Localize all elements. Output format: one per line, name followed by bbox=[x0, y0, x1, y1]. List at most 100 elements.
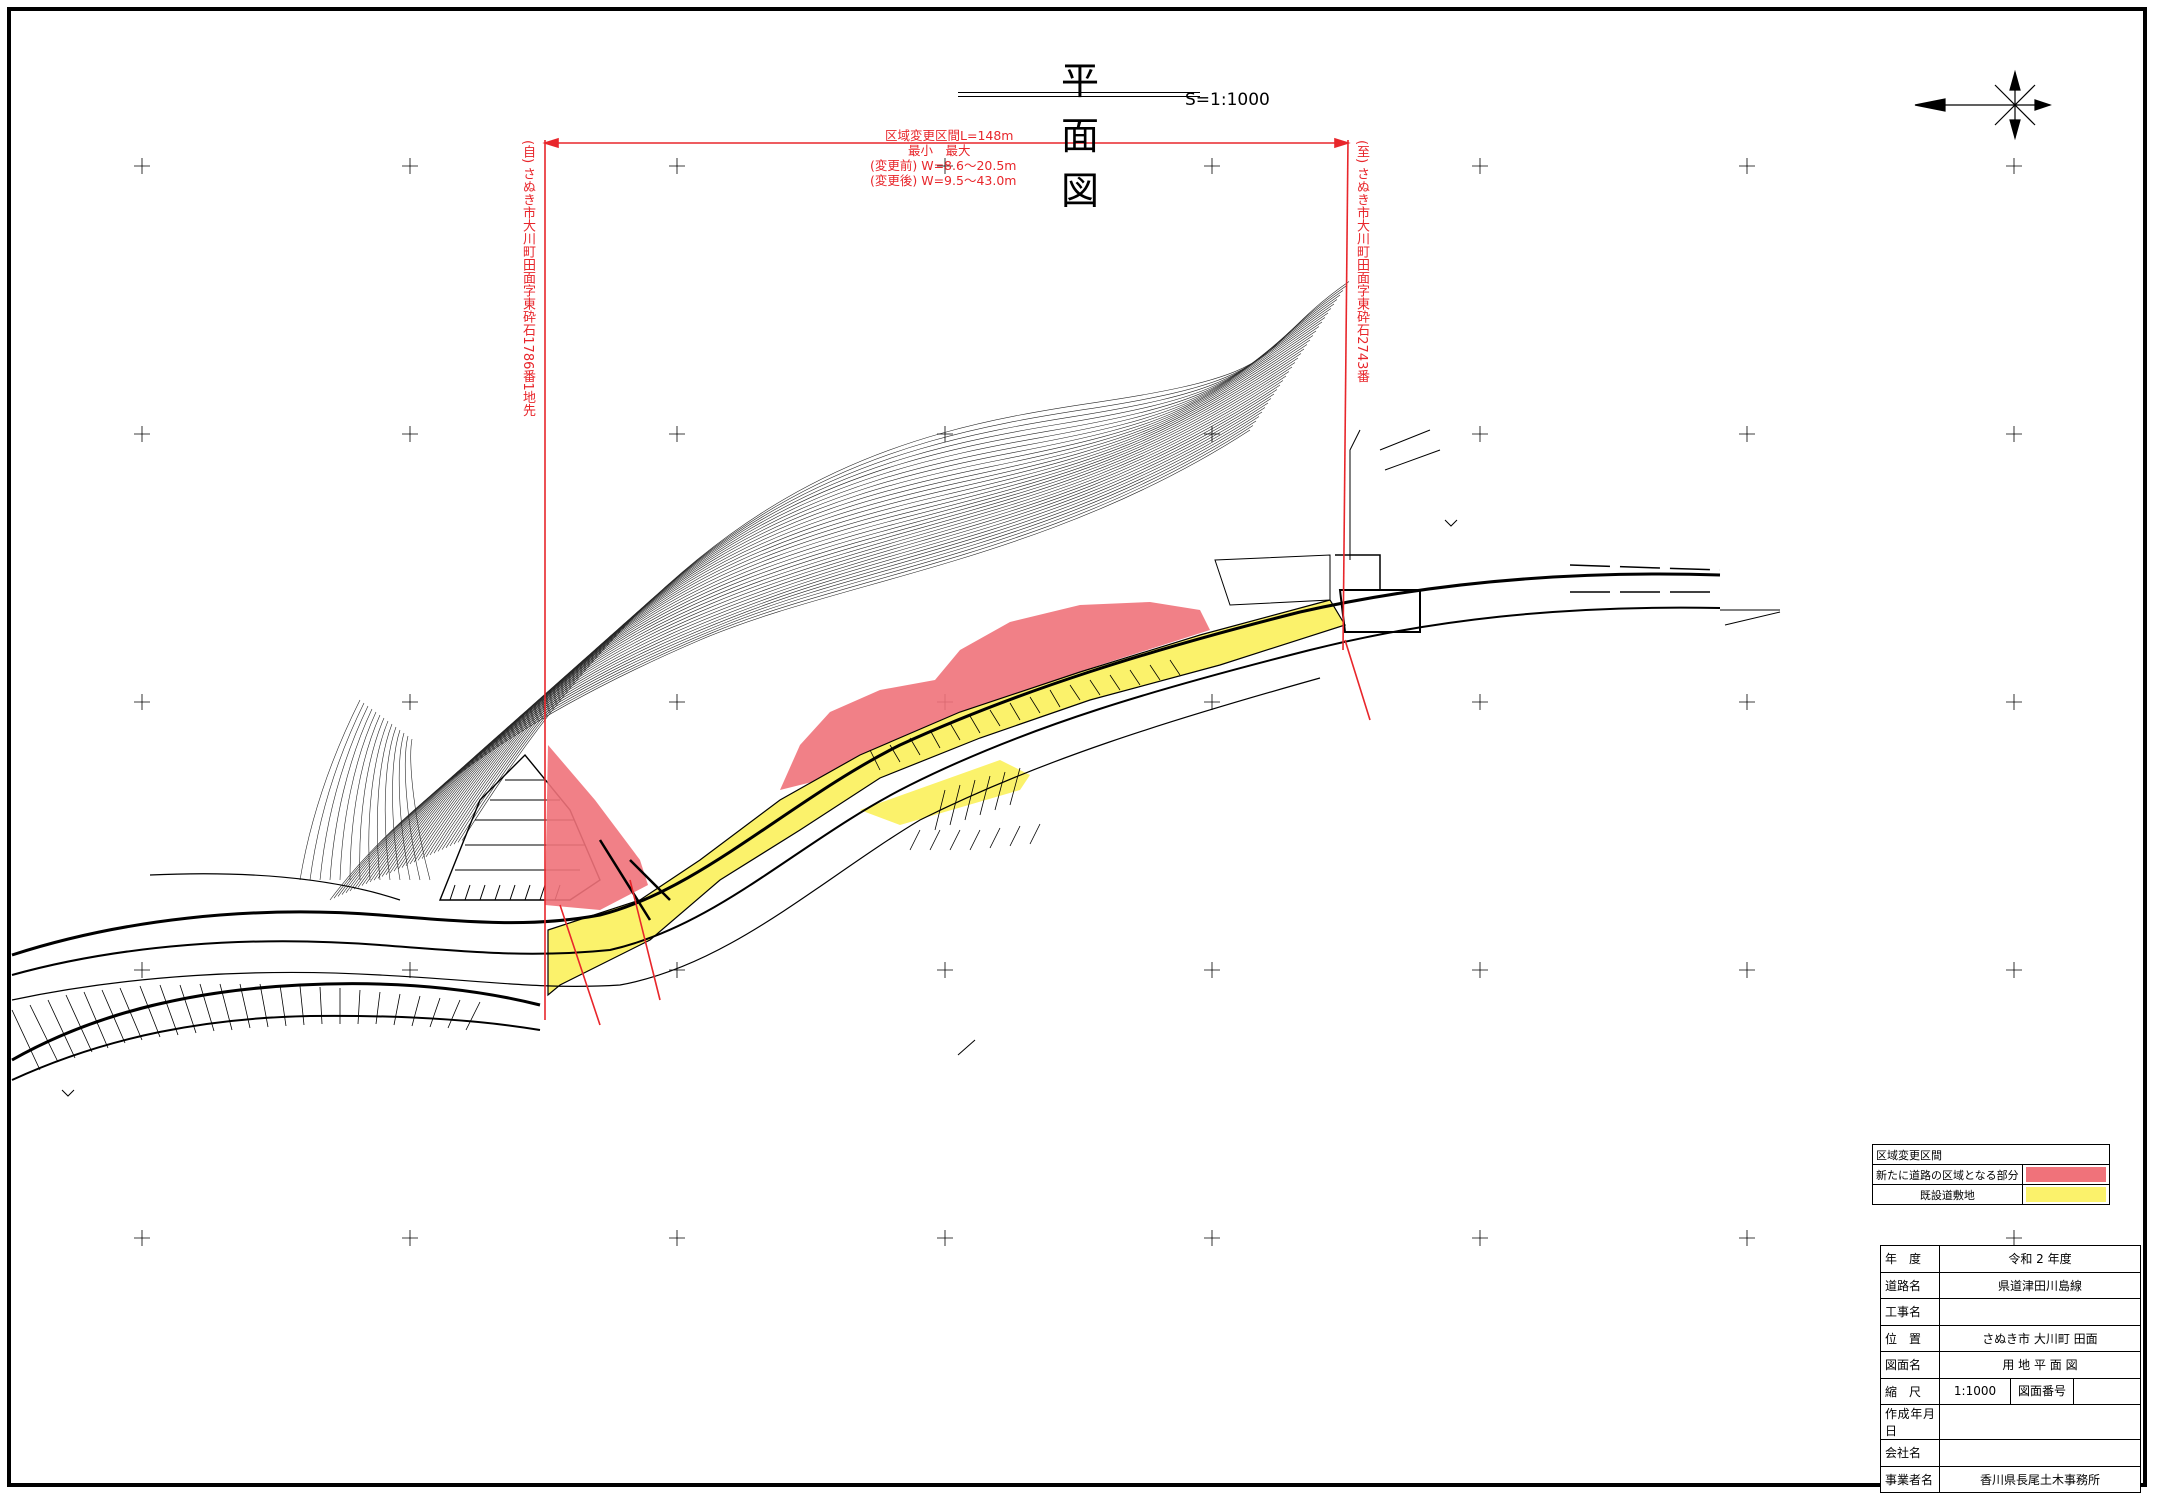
title-block-row: 縮 尺 1:1000 図面番号 bbox=[1880, 1377, 2141, 1405]
grid-cross bbox=[937, 158, 953, 174]
width-after: (変更後) W=9.5～43.0m bbox=[870, 173, 1017, 188]
contour-line bbox=[437, 308, 1332, 852]
grid-cross bbox=[1739, 694, 1755, 710]
grid-cross bbox=[2006, 426, 2022, 442]
title-block-key: 位 置 bbox=[1880, 1324, 1940, 1352]
existing-road-area bbox=[547, 599, 1346, 997]
grid-cross bbox=[1204, 1230, 1220, 1246]
title-block-key: 縮 尺 bbox=[1880, 1377, 1940, 1405]
contour-line bbox=[441, 303, 1335, 850]
grid-cross bbox=[2006, 158, 2022, 174]
grid-cross bbox=[2006, 694, 2022, 710]
grid-cross bbox=[1472, 694, 1488, 710]
grid-cross bbox=[669, 426, 685, 442]
grid-cross bbox=[1739, 426, 1755, 442]
contour-line bbox=[433, 312, 1329, 854]
grid-cross bbox=[134, 426, 150, 442]
grid-cross bbox=[1204, 158, 1220, 174]
title-block-row: 会社名 bbox=[1880, 1439, 2141, 1467]
grid-cross bbox=[1204, 962, 1220, 978]
title-block-row: 道路名 県道津田川島線 bbox=[1880, 1271, 2141, 1299]
title-block-value: 香川県長尾土木事務所 bbox=[1939, 1465, 2141, 1493]
contour-line bbox=[453, 290, 1344, 845]
boundary-lines bbox=[542, 137, 1371, 1026]
title-block-value: 県道津田川島線 bbox=[1939, 1271, 2141, 1299]
title-block-row: 事業者名 香川県長尾土木事務所 bbox=[1880, 1465, 2141, 1493]
grid-cross bbox=[402, 158, 418, 174]
title-block-value bbox=[1939, 1404, 2141, 1440]
grid-cross bbox=[1739, 158, 1755, 174]
title-block-row: 年 度令和 2 年度 bbox=[1880, 1245, 2141, 1273]
grid-cross bbox=[2006, 962, 2022, 978]
title-block-key: 会社名 bbox=[1880, 1439, 1940, 1467]
contour-line bbox=[359, 717, 385, 881]
grid-cross bbox=[2006, 1230, 2022, 1246]
section-annotation: 区域変更区間L=148m 最小 最大 (変更前) W=8.6～20.5m (変更… bbox=[870, 128, 1090, 188]
grid-cross bbox=[134, 694, 150, 710]
grid-crosses bbox=[134, 158, 2022, 1246]
grid-cross bbox=[402, 1230, 418, 1246]
title-block-key: 道路名 bbox=[1880, 1271, 1940, 1299]
grid-cross bbox=[669, 694, 685, 710]
width-before: (変更前) W=8.6～20.5m bbox=[870, 158, 1017, 173]
contour-lines bbox=[299, 281, 1350, 901]
grid-cross bbox=[402, 962, 418, 978]
contour-line bbox=[377, 723, 393, 881]
contour-line bbox=[398, 732, 411, 881]
contour-line bbox=[329, 708, 373, 881]
contour-line bbox=[339, 711, 377, 881]
end-point-label: (至) さぬき市大川町田面字東砕石2743番 bbox=[1354, 140, 1369, 383]
grid-cross bbox=[1204, 694, 1220, 710]
section-length: 区域変更区間L=148m bbox=[885, 128, 1014, 143]
legend-existing-swatch bbox=[2021, 1184, 2110, 1205]
grid-cross bbox=[937, 962, 953, 978]
title-block-value: 1:1000 図面番号 bbox=[1939, 1377, 2141, 1405]
title-block: 年 度令和 2 年度 道路名 県道津田川島線 工事名位 置さぬき市 大川町 田面 図面名… bbox=[1880, 1245, 2141, 1493]
title-block-row: 工事名 bbox=[1880, 1298, 2141, 1326]
scale-label: S=1:1000 bbox=[1185, 90, 1270, 110]
legend-header: 区域変更区間 bbox=[1872, 1144, 2110, 1165]
grid-cross bbox=[1739, 962, 1755, 978]
title-block-key: 図面名 bbox=[1880, 1351, 1940, 1379]
contour-line bbox=[425, 321, 1323, 857]
legend: 区域変更区間 新たに道路の区域となる部分 既設道敷地 bbox=[1872, 1144, 2110, 1205]
contour-line bbox=[461, 281, 1350, 841]
misc-marks bbox=[61, 519, 1458, 1097]
grid-cross bbox=[1472, 1230, 1488, 1246]
contour-line bbox=[393, 357, 1299, 872]
grid-cross bbox=[402, 426, 418, 442]
title-block-value bbox=[1939, 1439, 2141, 1467]
grid-cross bbox=[402, 694, 418, 710]
embankment-hatching bbox=[11, 659, 1181, 1071]
title-block-key: 工事名 bbox=[1880, 1298, 1940, 1326]
title-block-row: 位 置さぬき市 大川町 田面 bbox=[1880, 1324, 2141, 1352]
contour-line bbox=[299, 699, 361, 881]
legend-existing-label: 既設道敷地 bbox=[1872, 1184, 2023, 1205]
sheet-frame bbox=[7, 7, 2147, 1487]
legend-new-area-label: 新たに道路の区域となる部分 bbox=[1872, 1164, 2023, 1185]
title-block-row: 作成年月日 bbox=[1880, 1404, 2141, 1440]
grid-cross bbox=[1472, 158, 1488, 174]
legend-new-area-swatch bbox=[2021, 1164, 2110, 1185]
contour-line bbox=[417, 330, 1317, 861]
title-block-key: 年 度 bbox=[1880, 1245, 1940, 1273]
grid-cross bbox=[134, 962, 150, 978]
title-block-value: さぬき市 大川町 田面 bbox=[1939, 1324, 2141, 1352]
contour-line bbox=[421, 326, 1320, 859]
grid-cross bbox=[937, 1230, 953, 1246]
title-underline bbox=[958, 92, 1200, 93]
contour-line bbox=[368, 720, 389, 881]
start-point-label: (自) さぬき市大川町田面字東砕石1786番1地先 bbox=[520, 140, 535, 417]
title-underline bbox=[958, 96, 1200, 97]
contour-line bbox=[392, 729, 401, 881]
contour-line bbox=[429, 317, 1326, 856]
title-block-key: 事業者名 bbox=[1880, 1465, 1940, 1493]
grid-cross bbox=[1739, 1230, 1755, 1246]
title-block-value: 令和 2 年度 bbox=[1939, 1245, 2141, 1273]
contour-line bbox=[309, 702, 365, 881]
grid-cross bbox=[134, 158, 150, 174]
contour-line bbox=[410, 738, 431, 881]
contour-line bbox=[457, 285, 1347, 843]
